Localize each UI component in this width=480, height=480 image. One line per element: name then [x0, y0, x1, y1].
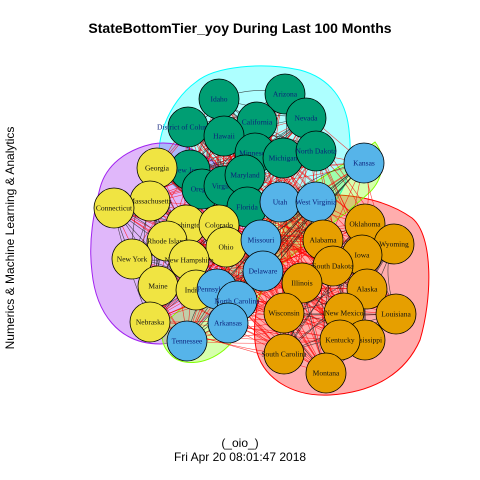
node-north-dakota: North Dakota	[295, 130, 337, 172]
node-circle	[129, 301, 171, 343]
node-label: South Dakota	[312, 262, 354, 271]
node-tennessee: Tennessee	[166, 320, 208, 362]
node-label: Minnesota	[239, 149, 271, 158]
footer-signature: (_oio_)	[221, 436, 259, 450]
node-maine: Maine	[137, 265, 179, 307]
node-connecticut: Connecticut	[93, 187, 135, 229]
node-delaware: Delaware	[242, 250, 284, 292]
node-label: New York	[117, 255, 148, 264]
node-label: Mississippi	[348, 336, 382, 345]
node-nebraska: Nebraska	[129, 301, 171, 343]
node-label: North Carolina	[214, 297, 260, 306]
node-label: North Dakota	[295, 147, 337, 156]
node-label: Kentucky	[325, 336, 354, 345]
node-circle	[111, 238, 153, 280]
node-kansas: Kansas	[343, 142, 385, 184]
node-circle	[263, 292, 305, 334]
node-arkansas: Arkansas	[207, 302, 249, 344]
node-label: District of Columbia	[157, 123, 220, 132]
node-label: California	[242, 118, 273, 127]
node-circle	[263, 333, 305, 375]
node-circle	[166, 320, 208, 362]
node-label: Idaho	[210, 95, 227, 104]
node-label: Arizona	[273, 90, 298, 99]
node-label: Florida	[236, 203, 258, 212]
node-circle	[375, 293, 417, 335]
y-axis-label: Numerics & Machine Learning & Analytics	[3, 126, 17, 349]
node-label: New Hampshire	[165, 256, 215, 265]
node-label: South Carolina	[261, 350, 307, 359]
footer-timestamp: Fri Apr 20 08:01:47 2018	[173, 450, 307, 464]
node-label: Arkansas	[214, 319, 242, 328]
node-circle	[295, 130, 337, 172]
node-utah: Utah	[259, 181, 301, 223]
node-label: Wyoming	[379, 240, 409, 249]
node-label: New Mexico	[325, 309, 364, 318]
node-label: Colorado	[205, 221, 233, 230]
node-oklahoma: Oklahoma	[344, 203, 386, 245]
node-label: Tennessee	[172, 337, 203, 346]
node-label: Georgia	[145, 164, 170, 173]
y-axis-label-box: Numerics & Machine Learning & Analytics	[2, 125, 18, 350]
node-label: West Virginia	[296, 198, 338, 207]
node-montana: Montana	[305, 352, 347, 394]
graph-nodes: Idaho Arizona Nevada District of Columbia Ca…	[93, 73, 417, 394]
node-hawaii: Hawaii	[203, 115, 245, 157]
node-label: Oklahoma	[349, 220, 381, 229]
node-circle	[242, 250, 284, 292]
node-label: New Jersey	[173, 166, 208, 175]
node-idaho: Idaho	[198, 78, 240, 120]
node-label: Connecticut	[96, 204, 133, 213]
node-wisconsin: Wisconsin	[263, 292, 305, 334]
node-label: Alaska	[357, 285, 378, 294]
node-label: Utah	[273, 198, 288, 207]
node-circle	[281, 262, 323, 304]
node-label: Louisiana	[381, 310, 411, 319]
node-label: Hawaii	[213, 132, 235, 141]
node-label: Maryland	[230, 171, 259, 180]
node-new-york: New York	[111, 238, 153, 280]
node-label: Iowa	[355, 251, 371, 260]
graph-edge	[149, 321, 341, 342]
node-label: Ohio	[219, 243, 234, 252]
node-label: Nebraska	[136, 318, 165, 327]
node-label: Wisconsin	[268, 309, 300, 318]
node-label: Kansas	[353, 159, 375, 168]
node-label: Missouri	[248, 236, 275, 245]
node-label: Oregon	[191, 185, 214, 194]
node-label: Nevada	[295, 114, 319, 123]
node-circle	[207, 302, 249, 344]
node-label: Virginia	[212, 182, 237, 191]
chart-title: StateBottomTier_yoy During Last 100 Mont…	[88, 20, 392, 36]
node-label: Michigan	[269, 154, 298, 163]
node-label: Montana	[313, 369, 340, 378]
node-label: Maine	[148, 282, 168, 291]
node-south-carolina: South Carolina	[261, 333, 307, 375]
node-circle	[305, 352, 347, 394]
node-label: Washington	[168, 221, 204, 230]
node-louisiana: Louisiana	[375, 293, 417, 335]
node-label: Alabama	[309, 236, 337, 245]
node-label: Rhode Island	[147, 237, 187, 246]
node-label: Massachusetts	[128, 197, 171, 206]
node-label: Indiana	[185, 286, 208, 295]
node-circle	[343, 142, 385, 184]
node-illinois: Illinois	[281, 262, 323, 304]
node-label: Delaware	[249, 267, 278, 276]
node-label: Illinois	[291, 279, 312, 288]
node-label: Pennsylvania	[197, 285, 238, 294]
node-circle	[93, 187, 135, 229]
